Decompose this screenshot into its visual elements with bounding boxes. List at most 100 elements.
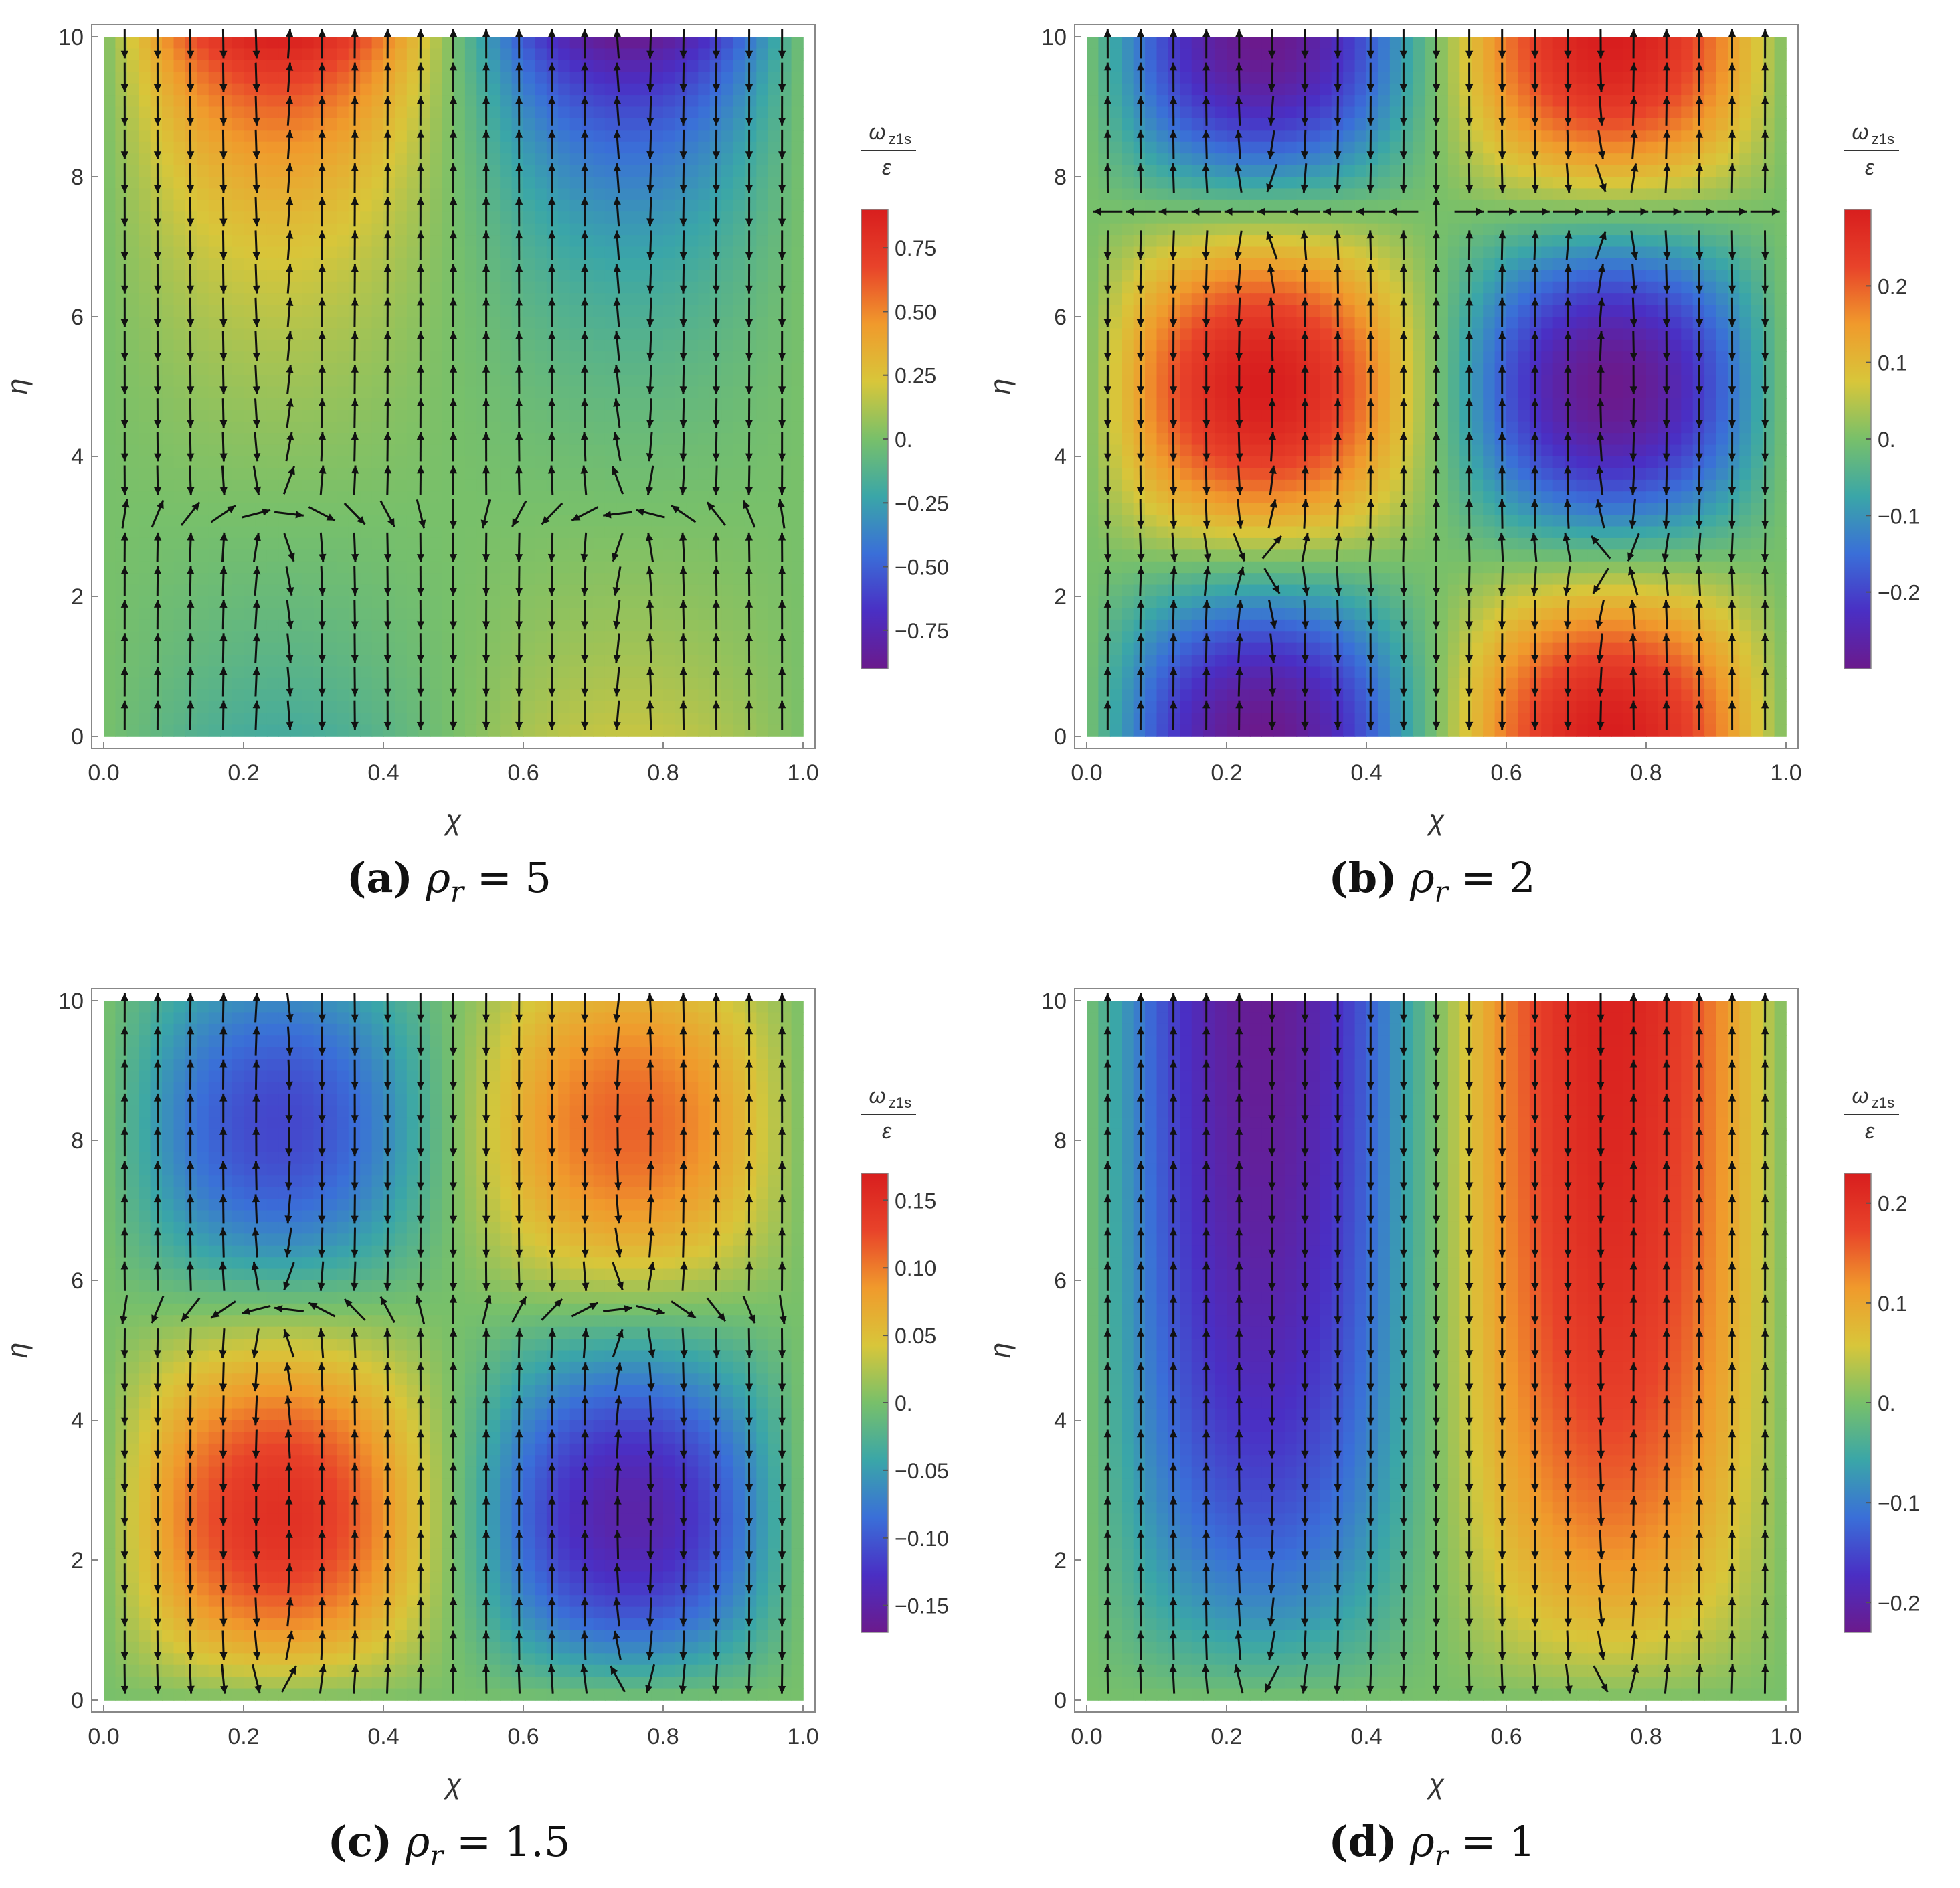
vector-arrow [1530, 532, 1538, 562]
vector-arrow [449, 398, 458, 428]
vector-arrow [416, 62, 425, 92]
vector-arrow [1695, 600, 1703, 630]
vector-arrow [1695, 566, 1703, 596]
vector-arrow [285, 432, 294, 462]
vector-arrow [120, 297, 128, 327]
vector-arrow [351, 465, 359, 495]
vector-arrow [449, 264, 458, 294]
vector-arrow [219, 398, 228, 428]
vector-arrow [416, 197, 425, 227]
caption-b-value: = 2 [1461, 853, 1536, 902]
y-tick-label: 0 [1054, 724, 1067, 750]
vector-arrow [318, 633, 326, 663]
vector-arrow [120, 532, 129, 562]
vector-arrow [712, 600, 720, 630]
vector-arrow [318, 667, 326, 697]
vector-arrow [1170, 499, 1178, 529]
vector-arrow [153, 197, 162, 227]
vector-arrow [1334, 600, 1342, 630]
vector-arrow [120, 700, 128, 730]
vector-arrow [120, 566, 128, 596]
vector-arrow [777, 499, 786, 529]
vector-arrow [1399, 566, 1408, 596]
vector-arrow [679, 465, 687, 495]
vector-arrow [679, 398, 687, 428]
vector-arrow [151, 499, 165, 528]
vector-arrow [120, 129, 128, 159]
vector-arrow [286, 230, 294, 260]
vector-arrow [383, 62, 391, 92]
vector-arrow [252, 667, 260, 697]
vector-arrow [383, 432, 391, 462]
caption-d-value: = 1 [1461, 1817, 1536, 1866]
plot-frame-a [91, 24, 816, 749]
vector-arrow [613, 365, 621, 395]
vector-arrow [515, 700, 523, 730]
vector-arrow [1235, 633, 1243, 663]
vector-arrow [515, 365, 523, 395]
vector-arrow [1563, 532, 1572, 562]
vector-arrow [581, 96, 589, 126]
x-tick-label: 0.0 [1071, 760, 1102, 786]
vector-arrow [252, 197, 260, 227]
vector-arrow [219, 532, 228, 562]
vector-arrow [1531, 667, 1539, 697]
vector-arrow [308, 506, 336, 522]
vector-arrow [1728, 667, 1736, 697]
vector-arrow [286, 398, 294, 428]
vector-arrow [318, 432, 327, 462]
vector-arrow [745, 700, 753, 730]
vector-arrow [219, 264, 228, 294]
y-axis-c: 0 2 4 6 8 10 η [1, 989, 98, 1713]
vector-arrow [153, 163, 162, 193]
vector-arrow [1399, 600, 1408, 630]
vector-arrow [778, 129, 786, 159]
vector-arrow [416, 29, 425, 59]
vector-arrow [1103, 499, 1111, 529]
vector-arrow [253, 566, 261, 596]
vector-arrow [778, 532, 786, 562]
vector-arrow [1301, 700, 1309, 730]
vector-arrow [1465, 667, 1474, 697]
vector-arrow [286, 633, 294, 663]
vector-arrow [712, 365, 720, 395]
vector-arrow [187, 432, 195, 462]
y-tick-label: 0 [71, 1688, 84, 1713]
colorbar-tick-label: −0.2 [1878, 581, 1920, 605]
vector-arrow [1334, 566, 1342, 596]
vector-arrow [351, 129, 359, 159]
vector-arrow [1498, 566, 1506, 596]
vector-arrow [383, 163, 391, 193]
vector-arrow [351, 297, 359, 327]
vector-arrow [383, 566, 391, 596]
vector-arrow [120, 264, 128, 294]
vector-arrow [778, 600, 786, 630]
vector-arrow [1595, 499, 1605, 529]
vector-arrow [571, 506, 599, 522]
y-tick-label: 4 [1054, 1408, 1067, 1434]
vector-arrow [580, 432, 589, 462]
vector-arrow [613, 700, 621, 730]
vector-arrow [1465, 600, 1474, 630]
vector-arrow [482, 365, 491, 395]
vector-arrow [120, 667, 128, 697]
vector-arrow [581, 163, 589, 193]
vector-arrow [712, 398, 720, 428]
vector-arrow [383, 700, 391, 730]
vector-arrow [1662, 566, 1670, 596]
vector-arrow [1662, 667, 1670, 697]
vector-arrow [482, 532, 491, 562]
vector-arrow [482, 700, 491, 730]
vector-arrow [712, 700, 720, 730]
vector-arrow [1103, 633, 1111, 663]
vector-arrow [679, 29, 687, 59]
vector-arrow [1432, 566, 1441, 596]
vector-arrow [252, 331, 260, 361]
colorbar-label-denominator: ε [882, 155, 892, 179]
y-tick-label: 2 [71, 584, 84, 610]
vector-arrow [383, 197, 391, 227]
vector-arrow [449, 633, 458, 663]
vector-arrow [1136, 700, 1145, 730]
vector-arrow [511, 500, 527, 527]
vector-arrow [219, 297, 228, 327]
